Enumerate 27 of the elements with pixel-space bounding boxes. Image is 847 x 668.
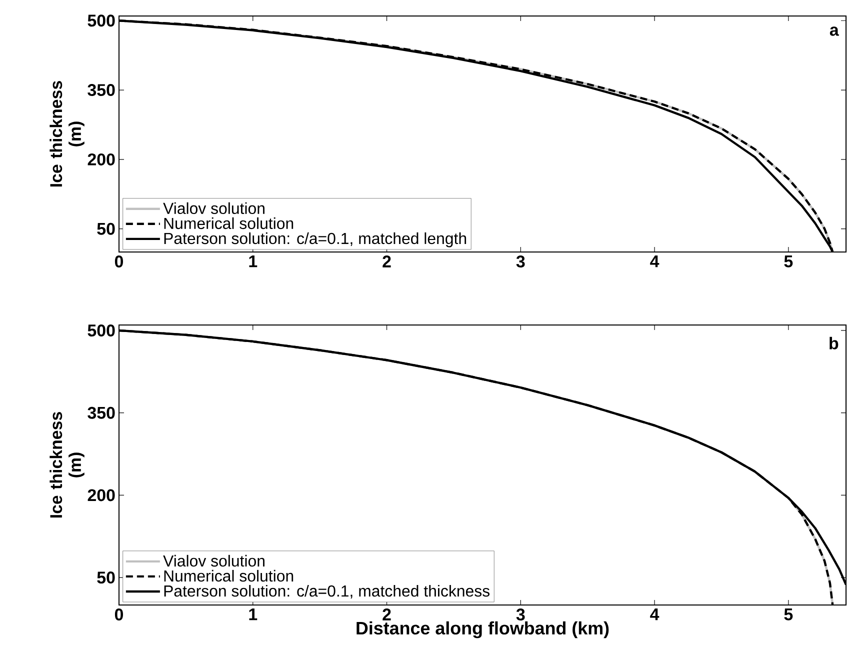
x-tick-label: 5 (784, 608, 793, 620)
x-tick-label: 0 (114, 256, 124, 268)
legend-label: Paterson solution: c/a=0.1, matched length (164, 232, 466, 248)
x-tick-label: 2 (382, 256, 391, 268)
x-tick-label: 1 (249, 608, 258, 620)
x-tick-label: 0 (114, 608, 124, 621)
x-tick-label: 4 (650, 256, 660, 268)
y-tick-label: 350 (88, 84, 115, 96)
x-tick-label: 1 (249, 256, 258, 268)
y-axis-title: Ice thickness (m) (50, 412, 84, 518)
y-tick-label: 500 (88, 14, 115, 27)
x-tick-label: 3 (516, 608, 525, 621)
y-axis-title: Ice thickness (m) (50, 81, 84, 187)
x-tick-label: 5 (784, 256, 793, 268)
x-tick-label: 4 (650, 608, 660, 620)
x-tick-label: 3 (516, 256, 525, 268)
legend-label: Vialov solution (163, 202, 264, 214)
legend-label: Numerical solution (164, 217, 294, 230)
y-tick-label: 50 (97, 222, 115, 235)
x-tick-label: 2 (382, 608, 391, 620)
y-tick-label: 350 (88, 406, 115, 419)
y-tick-label: 50 (97, 572, 115, 584)
x-axis-title: Distance along flowband (km) (356, 621, 609, 638)
y-tick-label: 200 (88, 153, 115, 166)
y-tick-label: 500 (88, 324, 115, 336)
annotation: a (830, 26, 839, 36)
y-tick-label: 200 (88, 489, 115, 502)
